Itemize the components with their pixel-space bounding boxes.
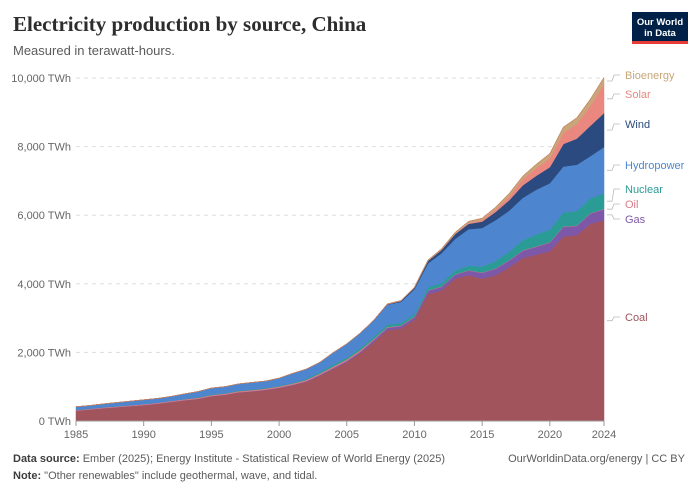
legend-label-oil[interactable]: Oil [625,199,638,211]
legend: Bioenergy Solar Wind Hydropower Nuclear Oil Ga… [607,70,685,324]
x-tick-label: 2015 [470,429,494,440]
y-tick-label: 8,000 TWh [17,142,71,154]
x-tick-label: 2000 [267,429,291,440]
area-other_renewables[interactable] [75,77,605,407]
chart-subtitle: Measured in terawatt-hours. [13,43,175,58]
chart-title: Electricity production by source, China [13,12,367,36]
y-tick-label: 2,000 TWh [17,347,71,359]
data-source-text: Ember (2025); Energy Institute - Statist… [82,453,446,465]
legend-label-hydropower[interactable]: Hydropower [625,160,685,172]
note-text: "Other renewables" include geothermal, w… [44,470,318,482]
x-tick-label: 2005 [335,429,359,440]
legend-leader-oil [607,203,620,210]
x-tick-label: 1985 [64,429,88,440]
y-tick-label: 10,000 TWh [11,73,71,85]
legend-leader-gas [607,214,620,220]
x-tick-label: 1990 [131,429,155,440]
y-tick-label: 0 TWh [39,416,71,428]
legend-leader-bioenergy [607,74,620,82]
logo-line-2: in Data [644,28,676,39]
x-tick-label: 2020 [538,429,562,440]
note-label: Note: [13,470,42,482]
legend-leader-hydropower [607,164,620,171]
note: Note: "Other renewables" include geother… [13,470,317,482]
grid-lines [76,77,604,353]
logo-accent-bar [632,41,688,44]
legend-label-coal[interactable]: Coal [625,312,648,324]
axes: 0 TWh 2,000 TWh 4,000 TWh 6,000 TWh 8,000 TW… [11,73,616,440]
y-tick-label: 4,000 TWh [17,279,71,291]
logo-line-1: Our World [636,17,684,28]
license-link[interactable]: OurWorldinData.org/energy | CC BY [508,453,685,465]
x-tick-label: 1995 [199,429,223,440]
data-source: Data source: Ember (2025); Energy Instit… [13,453,445,465]
stacked-area-chart: 0 TWh 2,000 TWh 4,000 TWh 6,000 TWh 8,000 TW… [11,70,685,440]
x-tick-label: 2010 [402,429,426,440]
legend-leader-coal [607,316,620,322]
owid-logo[interactable]: Our World in Data [632,12,688,44]
legend-leader-wind [607,123,620,131]
legend-leader-solar [607,93,620,100]
data-source-label: Data source: [13,453,80,465]
legend-label-bioenergy[interactable]: Bioenergy [625,70,675,82]
legend-label-solar[interactable]: Solar [625,89,651,101]
legend-leader-nuclear [607,188,620,202]
legend-label-wind[interactable]: Wind [625,119,650,131]
legend-label-gas[interactable]: Gas [625,214,646,226]
legend-label-nuclear[interactable]: Nuclear [625,184,663,196]
y-tick-label: 6,000 TWh [17,210,71,222]
x-tick-label: 2024 [592,429,616,440]
area-series-group [75,76,605,422]
